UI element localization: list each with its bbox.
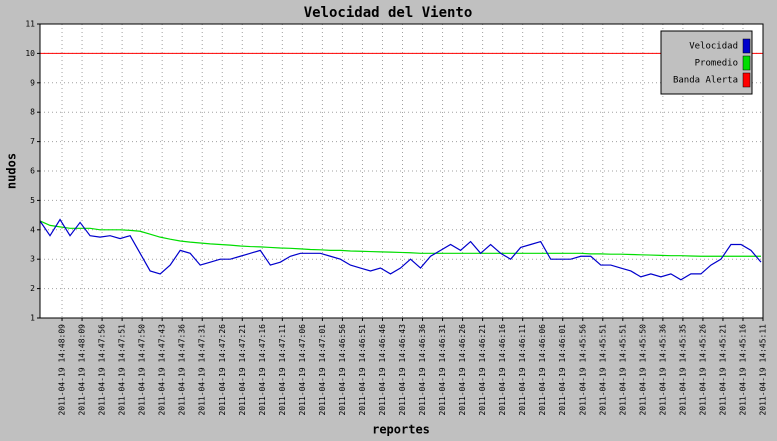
- chart-title: Velocidad del Viento: [304, 5, 473, 21]
- plot-border: [39, 23, 764, 319]
- x-tick-label: 2011-04-19 14:46:26: [458, 324, 467, 416]
- x-tick-label: 2011-04-19 14:47:51: [118, 324, 127, 416]
- legend-label: Velocidad: [689, 42, 738, 52]
- x-tick-label: 2011-04-19 14:45:51: [598, 324, 607, 416]
- y-axis-label: nudos: [5, 153, 19, 189]
- x-tick-label: 2011-04-19 14:47:56: [98, 324, 107, 416]
- x-tick-label: 2011-04-19 14:48:09: [58, 324, 67, 416]
- data-line: [39, 220, 761, 257]
- y-tick-label: 9: [30, 78, 35, 87]
- x-tick-label: 2011-04-19 14:46:46: [378, 324, 387, 416]
- x-tick-label: 2011-04-19 14:47:16: [258, 324, 267, 416]
- y-tick-label: 2: [30, 284, 35, 293]
- x-tick-label: 2011-04-19 14:45:16: [738, 324, 747, 416]
- x-tick-label: 2011-04-19 14:47:43: [158, 324, 167, 416]
- x-tick-label: 2011-04-19 14:47:50: [138, 324, 147, 416]
- x-tick-label: 2011-04-19 14:46:11: [518, 324, 527, 416]
- x-tick-label: 2011-04-19 14:45:36: [658, 324, 667, 416]
- y-tick-label: 10: [25, 49, 35, 58]
- x-tick-label: 2011-04-19 14:46:43: [398, 324, 407, 416]
- x-tick-label: 2011-04-19 14:47:36: [178, 324, 187, 416]
- y-tick-label: 7: [30, 137, 35, 146]
- x-tick-label: 2011-04-19 14:45:21: [718, 324, 727, 416]
- x-tick-label: 2011-04-19 14:46:01: [558, 324, 567, 416]
- x-tick-label: 2011-04-19 14:47:11: [278, 324, 287, 416]
- x-tick-label: 2011-04-19 14:48:09: [78, 324, 87, 416]
- x-tick-label: 2011-04-19 14:47:06: [298, 324, 307, 416]
- data-line: [39, 218, 762, 281]
- x-tick-label: 2011-04-19 14:46:51: [358, 324, 367, 416]
- y-tick-label: 4: [30, 225, 35, 234]
- x-tick-label: 2011-04-19 14:46:56: [338, 324, 347, 416]
- x-tick-label: 2011-04-19 14:47:01: [318, 324, 327, 416]
- x-tick-label: 2011-04-19 14:45:35: [678, 324, 687, 416]
- x-tick-label: 2011-04-19 14:47:31: [198, 324, 207, 416]
- x-tick-label: 2011-04-19 14:45:56: [578, 324, 587, 416]
- x-tick-label: 2011-04-19 14:46:16: [498, 324, 507, 416]
- y-tick-label: 11: [25, 20, 35, 29]
- y-tick-label: 8: [30, 108, 35, 117]
- legend-label: Promedio: [695, 59, 738, 69]
- legend-box: [660, 30, 753, 95]
- x-tick-label: 2011-04-19 14:46:36: [418, 324, 427, 416]
- x-axis-label: reportes: [372, 423, 430, 437]
- legend-swatch: [742, 72, 751, 88]
- x-tick-label: 2011-04-19 14:47:26: [218, 324, 227, 416]
- y-tick-label: 6: [30, 167, 35, 176]
- x-tick-label: 2011-04-19 14:45:26: [698, 324, 707, 416]
- x-tick-label: 2011-04-19 14:45:50: [638, 324, 647, 416]
- y-tick-label: 1: [30, 314, 35, 323]
- legend-swatch: [742, 55, 751, 71]
- x-tick-label: 2011-04-19 14:47:21: [238, 324, 247, 416]
- x-tick-label: 2011-04-19 14:45:51: [618, 324, 627, 416]
- x-tick-label: 2011-04-19 14:46:31: [438, 324, 447, 416]
- x-tick-label: 2011-04-19 14:45:11: [759, 324, 768, 416]
- x-tick-label: 2011-04-19 14:46:06: [538, 324, 547, 416]
- y-tick-label: 5: [30, 196, 35, 205]
- legend-label: Banda Alerta: [673, 76, 738, 86]
- legend-swatch: [742, 38, 751, 54]
- y-tick-label: 3: [30, 255, 35, 264]
- x-tick-label: 2011-04-19 14:46:21: [478, 324, 487, 416]
